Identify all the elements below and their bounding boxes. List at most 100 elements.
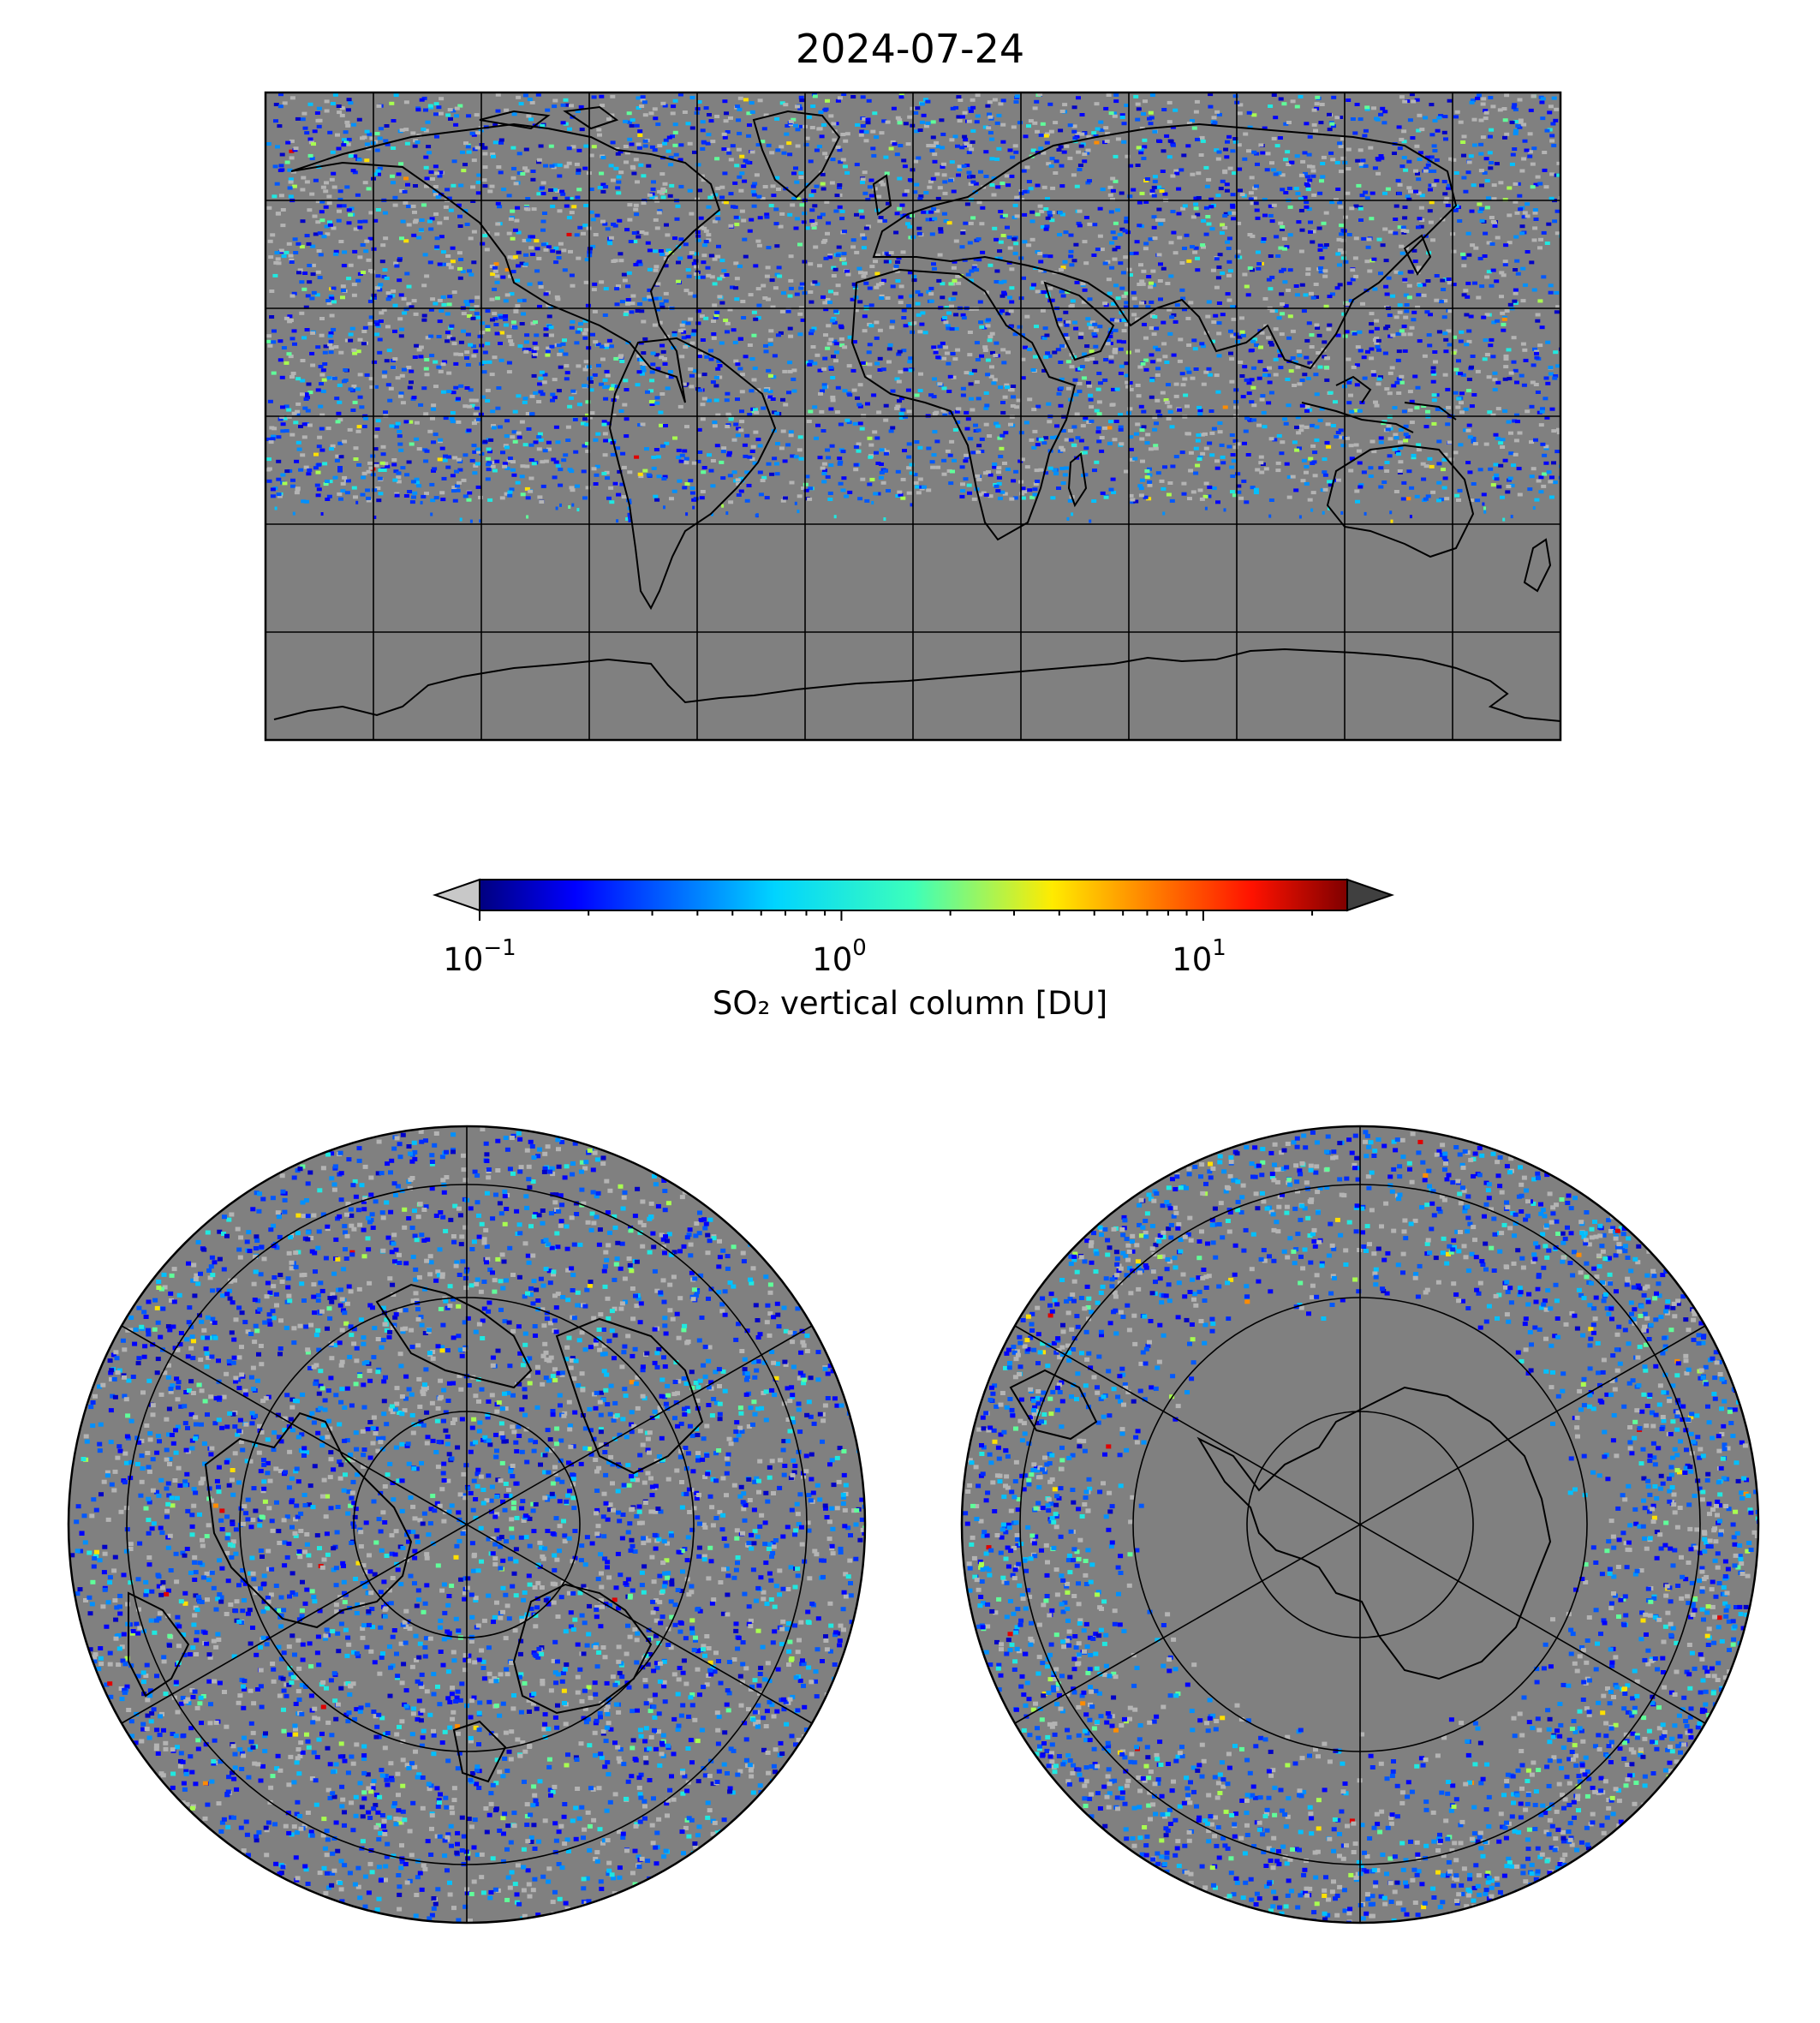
so2-pixel (618, 409, 624, 413)
so2-pixel (433, 496, 439, 500)
so2-pixel (847, 490, 853, 494)
so2-pixel (983, 150, 989, 154)
so2-pixel (908, 368, 914, 373)
so2-pixel (351, 486, 357, 490)
so2-pixel (1349, 409, 1355, 414)
so2-pixel (1441, 288, 1447, 291)
so2-pixel (327, 334, 333, 338)
so2-pixel (900, 250, 906, 254)
so2-pixel (1063, 230, 1069, 235)
so2-pixel (295, 440, 301, 445)
so2-pixel (1515, 124, 1521, 128)
so2-pixel (542, 449, 548, 453)
so2-pixel (416, 447, 422, 451)
so2-pixel (837, 205, 843, 209)
so2-pixel (1196, 405, 1202, 409)
so2-pixel (1370, 370, 1376, 373)
so2-pixel (1503, 243, 1509, 248)
so2-pixel (785, 123, 791, 128)
so2-pixel (1009, 286, 1015, 290)
so2-pixel (588, 388, 594, 392)
so2-pixel (1199, 497, 1205, 501)
so2-pixel (443, 205, 449, 209)
so2-pixel (774, 411, 779, 415)
so2-pixel (514, 218, 520, 223)
so2-pixel (764, 215, 770, 219)
so2-pixel (510, 468, 516, 472)
so2-pixel (564, 364, 570, 368)
so2-pixel (1507, 213, 1513, 218)
so2-pixel (837, 185, 842, 189)
so2-pixel (838, 324, 844, 328)
so2-pixel (1079, 132, 1085, 136)
so2-pixel (649, 379, 655, 383)
so2-pixel (1109, 266, 1115, 270)
so2-pixel (603, 287, 609, 291)
so2-pixel (1094, 140, 1100, 145)
so2-pixel (850, 95, 856, 98)
so2-pixel (1467, 470, 1473, 474)
so2-pixel (988, 494, 994, 498)
so2-pixel (1459, 401, 1464, 405)
so2-pixel (689, 212, 695, 216)
so2-pixel (402, 311, 408, 315)
so2-pixel (437, 457, 443, 462)
so2-pixel (1067, 498, 1073, 503)
so2-pixel (1083, 216, 1089, 219)
so2-pixel (749, 150, 755, 154)
so2-pixel (1397, 182, 1403, 187)
so2-pixel (1486, 375, 1492, 379)
so2-pixel (1013, 150, 1019, 154)
so2-pixel (1000, 140, 1006, 144)
so2-pixel (486, 360, 492, 364)
so2-pixel (524, 486, 530, 491)
so2-pixel (1086, 421, 1092, 424)
so2-pixel (919, 322, 925, 326)
so2-pixel (642, 144, 648, 148)
so2-pixel (1268, 254, 1274, 258)
so2-pixel (1310, 295, 1316, 300)
so2-pixel (464, 356, 469, 360)
so2-pixel (319, 317, 325, 320)
so2-pixel (600, 344, 606, 349)
so2-pixel (1304, 465, 1310, 468)
so2-pixel (437, 298, 443, 302)
so2-pixel (512, 228, 518, 232)
so2-pixel (428, 334, 434, 338)
so2-pixel (543, 327, 549, 331)
so2-pixel (758, 492, 764, 497)
so2-pixel (755, 316, 761, 320)
so2-pixel (456, 397, 461, 401)
so2-pixel (1077, 167, 1083, 171)
so2-pixel (878, 462, 884, 466)
so2-pixel (1279, 451, 1285, 456)
so2-pixel (828, 407, 834, 411)
so2-pixel (1334, 286, 1340, 290)
so2-pixel (1247, 266, 1253, 271)
so2-pixel (381, 307, 387, 312)
so2-pixel (931, 262, 936, 266)
so2-pixel (1307, 164, 1312, 169)
so2-pixel (1002, 395, 1008, 399)
so2-pixel (1347, 378, 1352, 382)
so2-pixel (516, 152, 522, 156)
so2-pixel (537, 495, 543, 499)
so2-pixel (1363, 190, 1369, 194)
so2-pixel (1304, 470, 1309, 474)
so2-pixel (1220, 223, 1226, 227)
so2-pixel (1312, 451, 1318, 455)
so2-pixel (1369, 191, 1375, 195)
so2-pixel (290, 484, 295, 488)
so2-pixel (668, 375, 674, 379)
so2-pixel (866, 374, 872, 379)
so2-pixel (1136, 107, 1142, 111)
so2-pixel (1159, 189, 1165, 194)
so2-pixel (528, 246, 534, 250)
so2-pixel (1278, 221, 1284, 225)
so2-pixel (752, 461, 758, 465)
so2-pixel (841, 92, 847, 96)
so2-pixel (1019, 198, 1025, 201)
so2-pixel (1065, 336, 1071, 340)
so2-pixel (272, 273, 278, 277)
so2-pixel (1009, 388, 1015, 392)
